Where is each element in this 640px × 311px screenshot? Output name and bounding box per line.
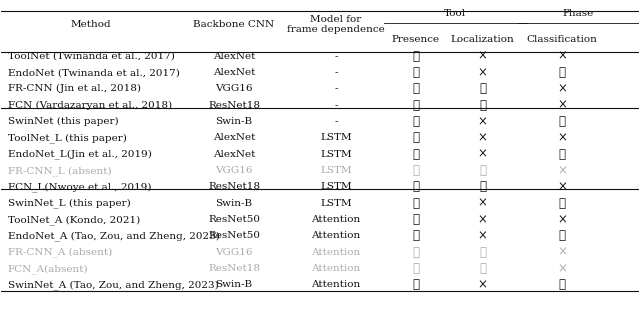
- Text: Attention: Attention: [311, 248, 360, 257]
- Text: ✓: ✓: [412, 278, 419, 291]
- Text: ✓: ✓: [479, 99, 486, 112]
- Text: -: -: [334, 101, 338, 110]
- Text: ×: ×: [557, 262, 567, 275]
- Text: AlexNet: AlexNet: [212, 150, 255, 159]
- Text: LSTM: LSTM: [320, 133, 352, 142]
- Text: LSTM: LSTM: [320, 199, 352, 208]
- Text: FCN_L(Nwoye et al., 2019): FCN_L(Nwoye et al., 2019): [8, 182, 151, 192]
- Text: ×: ×: [557, 180, 567, 193]
- Text: Classification: Classification: [527, 35, 598, 44]
- Text: LSTM: LSTM: [320, 183, 352, 192]
- Text: ×: ×: [557, 132, 567, 144]
- Text: ×: ×: [557, 246, 567, 259]
- Text: ResNet50: ResNet50: [208, 215, 260, 224]
- Text: ToolNet_A (Kondo, 2021): ToolNet_A (Kondo, 2021): [8, 215, 140, 225]
- Text: SwinNet_L (this paper): SwinNet_L (this paper): [8, 198, 131, 208]
- Text: ×: ×: [477, 115, 488, 128]
- Text: EndoNet_L(Jin et al., 2019): EndoNet_L(Jin et al., 2019): [8, 149, 152, 159]
- Text: ×: ×: [557, 82, 567, 95]
- Text: Attention: Attention: [311, 281, 360, 290]
- Text: ×: ×: [477, 278, 488, 291]
- Text: ×: ×: [477, 66, 488, 79]
- Text: ResNet18: ResNet18: [208, 101, 260, 110]
- Text: Attention: Attention: [311, 231, 360, 240]
- Text: ✓: ✓: [479, 246, 486, 259]
- Text: VGG16: VGG16: [215, 248, 253, 257]
- Text: AlexNet: AlexNet: [212, 68, 255, 77]
- Text: Swin-B: Swin-B: [216, 199, 253, 208]
- Text: Model for
frame dependence: Model for frame dependence: [287, 15, 385, 34]
- Text: VGG16: VGG16: [215, 84, 253, 93]
- Text: Attention: Attention: [311, 264, 360, 273]
- Text: ✓: ✓: [559, 148, 566, 161]
- Text: ✓: ✓: [559, 197, 566, 210]
- Text: ✓: ✓: [559, 66, 566, 79]
- Text: ✓: ✓: [412, 262, 419, 275]
- Text: ✓: ✓: [412, 180, 419, 193]
- Text: LSTM: LSTM: [320, 166, 352, 175]
- Text: ✓: ✓: [412, 164, 419, 177]
- Text: ✓: ✓: [412, 115, 419, 128]
- Text: Backbone CNN: Backbone CNN: [193, 20, 275, 29]
- Text: Tool: Tool: [444, 9, 467, 18]
- Text: ✓: ✓: [559, 230, 566, 243]
- Text: ✓: ✓: [412, 66, 419, 79]
- Text: FCN (Vardazaryan et al., 2018): FCN (Vardazaryan et al., 2018): [8, 101, 172, 110]
- Text: ✓: ✓: [412, 230, 419, 243]
- Text: -: -: [334, 117, 338, 126]
- Text: Swin-B: Swin-B: [216, 281, 253, 290]
- Text: ×: ×: [477, 230, 488, 243]
- Text: AlexNet: AlexNet: [212, 133, 255, 142]
- Text: LSTM: LSTM: [320, 150, 352, 159]
- Text: EndoNet_A (Tao, Zou, and Zheng, 2023): EndoNet_A (Tao, Zou, and Zheng, 2023): [8, 231, 220, 241]
- Text: ×: ×: [477, 213, 488, 226]
- Text: SwinNet_A (Tao, Zou, and Zheng, 2023): SwinNet_A (Tao, Zou, and Zheng, 2023): [8, 280, 218, 290]
- Text: ×: ×: [557, 213, 567, 226]
- Text: FR-CNN_A (absent): FR-CNN_A (absent): [8, 247, 112, 257]
- Text: Attention: Attention: [311, 215, 360, 224]
- Text: FR-CNN_L (absent): FR-CNN_L (absent): [8, 166, 111, 175]
- Text: ×: ×: [557, 164, 567, 177]
- Text: -: -: [334, 84, 338, 93]
- Text: ✓: ✓: [479, 262, 486, 275]
- Text: ✓: ✓: [412, 197, 419, 210]
- Text: SwinNet (this paper): SwinNet (this paper): [8, 117, 118, 126]
- Text: ✓: ✓: [412, 99, 419, 112]
- Text: ×: ×: [477, 197, 488, 210]
- Text: ✓: ✓: [412, 132, 419, 144]
- Text: ✓: ✓: [479, 180, 486, 193]
- Text: ResNet50: ResNet50: [208, 231, 260, 240]
- Text: ✓: ✓: [479, 164, 486, 177]
- Text: FR-CNN (Jin et al., 2018): FR-CNN (Jin et al., 2018): [8, 84, 141, 94]
- Text: ×: ×: [557, 99, 567, 112]
- Text: VGG16: VGG16: [215, 166, 253, 175]
- Text: ToolNet (Twinanda et al., 2017): ToolNet (Twinanda et al., 2017): [8, 52, 175, 61]
- Text: ×: ×: [477, 148, 488, 161]
- Text: ✓: ✓: [412, 148, 419, 161]
- Text: Swin-B: Swin-B: [216, 117, 253, 126]
- Text: Phase: Phase: [563, 9, 594, 18]
- Text: ResNet18: ResNet18: [208, 264, 260, 273]
- Text: -: -: [334, 52, 338, 61]
- Text: ResNet18: ResNet18: [208, 183, 260, 192]
- Text: ✓: ✓: [559, 115, 566, 128]
- Text: Localization: Localization: [451, 35, 515, 44]
- Text: ×: ×: [477, 132, 488, 144]
- Text: AlexNet: AlexNet: [212, 52, 255, 61]
- Text: ✓: ✓: [412, 50, 419, 63]
- Text: ✓: ✓: [559, 278, 566, 291]
- Text: -: -: [334, 68, 338, 77]
- Text: ToolNet_L (this paper): ToolNet_L (this paper): [8, 133, 127, 143]
- Text: ×: ×: [557, 50, 567, 63]
- Text: Presence: Presence: [392, 35, 440, 44]
- Text: ✓: ✓: [412, 82, 419, 95]
- Text: Method: Method: [70, 20, 111, 29]
- Text: ✓: ✓: [412, 213, 419, 226]
- Text: ✓: ✓: [479, 82, 486, 95]
- Text: ✓: ✓: [412, 246, 419, 259]
- Text: FCN_A(absent): FCN_A(absent): [8, 264, 88, 273]
- Text: EndoNet (Twinanda et al., 2017): EndoNet (Twinanda et al., 2017): [8, 68, 180, 77]
- Text: ×: ×: [477, 50, 488, 63]
